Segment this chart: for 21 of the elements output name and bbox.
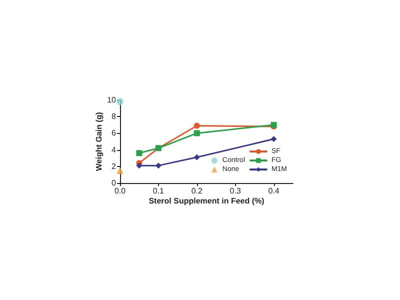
x-tick-label: 0.4 [268,186,280,196]
y-tick-label: 8 [112,112,117,122]
y-axis-title: Weight Gain (g) [94,112,104,171]
x-tick-label: 0.3 [230,186,242,196]
y-tick-label: 4 [112,145,117,154]
point [116,167,124,174]
point [270,136,277,142]
y-tick-label: 10 [107,96,117,104]
y-tick-label: 0 [112,178,117,188]
x-tick-label: 0.0 [114,186,126,196]
y-tick-label: 6 [112,128,117,138]
x-tick-label: 0.2 [191,186,203,196]
x-tick-label: 0.1 [152,186,165,196]
point [194,122,200,129]
x-axis-title: Sterol Supplement in Feed (%) [148,196,265,206]
point [136,162,142,169]
point [194,130,200,136]
y-tick-label: 2 [112,162,117,171]
point [116,98,124,106]
point [194,154,200,160]
point [136,150,142,156]
